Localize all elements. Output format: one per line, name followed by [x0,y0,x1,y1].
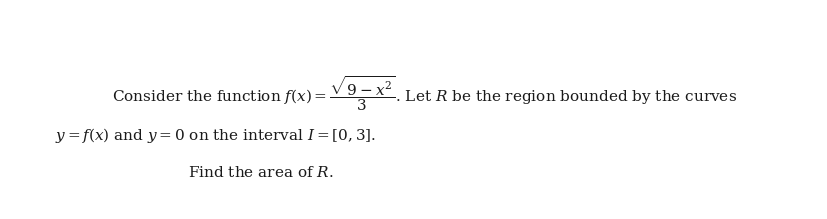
Text: Consider the function $f(x) = \dfrac{\sqrt{9-x^2}}{3}$. Let $R$ be the region bo: Consider the function $f(x) = \dfrac{\sq… [112,74,736,113]
Text: $y = f(x)$ and $y = 0$ on the interval $I = [0, 3].$: $y = f(x)$ and $y = 0$ on the interval $… [55,126,376,145]
Text: Find the area of $R.$: Find the area of $R.$ [188,166,333,180]
